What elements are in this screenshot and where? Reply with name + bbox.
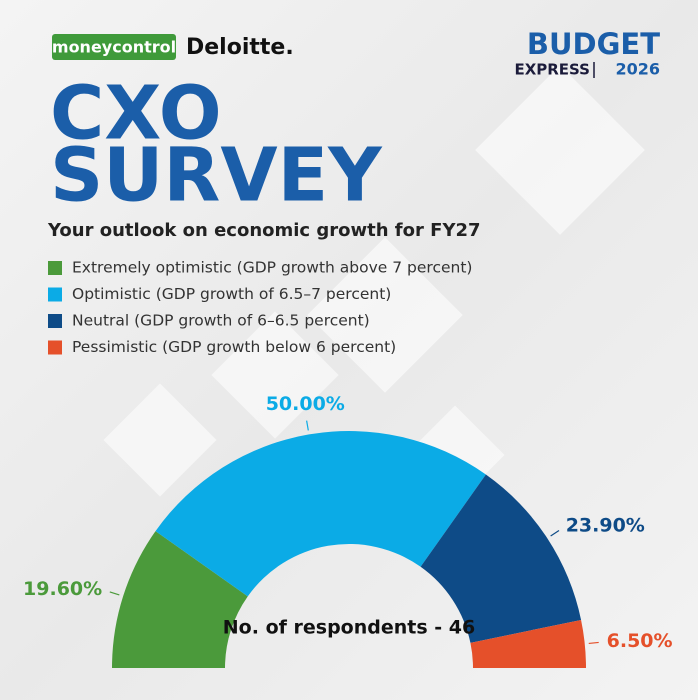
legend-swatch (48, 340, 62, 355)
express-logo: EXPRESS (514, 61, 590, 79)
legend-label: Pessimistic (GDP growth below 6 percent) (72, 338, 396, 356)
legend-label: Extremely optimistic (GDP growth above 7… (72, 259, 472, 277)
title-line: CXO (50, 71, 222, 157)
donut-segment (112, 531, 248, 668)
value-label: 50.00% (266, 393, 345, 415)
title-line: SURVEY (50, 133, 383, 219)
leader-line (306, 420, 309, 431)
legend-swatch (48, 314, 62, 328)
legend-label: Optimistic (GDP growth of 6.5–7 percent) (72, 285, 391, 303)
donut-segment (420, 474, 582, 643)
legend-label: Neutral (GDP growth of 6–6.5 percent) (72, 312, 370, 330)
legend-swatch (48, 261, 62, 275)
deloitte-logo: Deloitte. (186, 35, 294, 60)
value-label: 19.60% (23, 578, 102, 600)
annotation: No. of respondents - 46 (223, 617, 475, 639)
leader-line (550, 530, 560, 537)
moneycontrol-logo-box (52, 34, 176, 60)
leader-line (588, 641, 599, 645)
donut-segment (155, 431, 486, 597)
subtitle: Your outlook on economic growth for FY27 (47, 220, 481, 241)
donut-segment (470, 619, 586, 668)
budget-logo: BUDGET (527, 27, 660, 61)
leader-line (109, 591, 120, 596)
year-logo: 2026 (615, 60, 660, 79)
value-label: 6.50% (607, 630, 673, 652)
moneycontrol-logo: moneycontrol (52, 38, 176, 57)
legend-swatch (48, 287, 62, 302)
value-label: 23.90% (566, 515, 645, 537)
